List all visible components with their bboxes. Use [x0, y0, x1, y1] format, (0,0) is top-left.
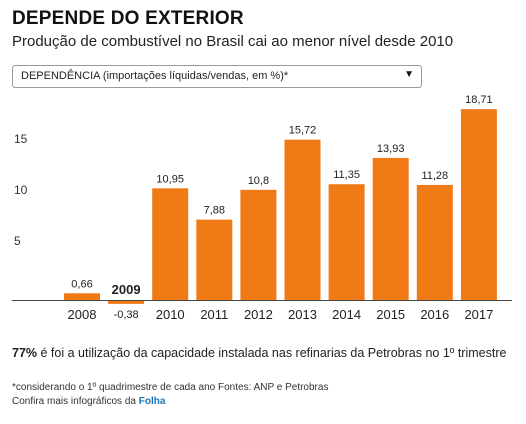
folha-link[interactable]: Folha	[138, 396, 166, 407]
x-tick-label: 2015	[376, 307, 405, 322]
bar	[240, 189, 277, 300]
bar	[460, 109, 497, 301]
x-tick-label: 2012	[244, 307, 273, 322]
bar	[152, 188, 189, 300]
data-label: 0,66	[71, 278, 92, 290]
data-label: 13,93	[377, 143, 405, 155]
bar	[328, 184, 365, 300]
footnote-highlight: 77% é foi a utilização da capacidade ins…	[12, 346, 506, 360]
x-tick-label: 2014	[332, 307, 361, 322]
dropdown-selected-label: DEPENDÊNCIA (importações líquidas/vendas…	[21, 70, 289, 82]
bar	[196, 219, 233, 300]
bar	[372, 157, 409, 300]
bar	[284, 139, 321, 300]
source-note: *considerando o 1º quadrimestre de cada …	[12, 382, 329, 393]
x-tick-label: 2016	[420, 307, 449, 322]
page-subtitle: Produção de combustível no Brasil cai ao…	[12, 33, 454, 50]
data-label: 11,35	[333, 169, 360, 181]
bar	[64, 293, 100, 300]
data-label: 11,28	[421, 170, 448, 182]
note-text: é foi a utilização da capacidade instala…	[37, 346, 507, 360]
y-tick-label: 15	[14, 132, 28, 146]
x-tick-label: 2009	[112, 282, 141, 297]
x-tick-label: 2013	[288, 307, 317, 322]
y-tick-label: 5	[14, 234, 21, 248]
data-label: 10,8	[248, 175, 269, 187]
data-label: 7,88	[204, 205, 225, 217]
footer: *considerando o 1º quadrimestre de cada …	[12, 381, 328, 409]
data-label: -0,38	[114, 309, 139, 321]
data-label: 18,71	[465, 94, 493, 106]
note-highlight-value: 77%	[12, 346, 38, 360]
bar	[108, 300, 145, 304]
x-tick-label: 2017	[464, 307, 493, 322]
more-infographics: Confira mais infográficos da Folha	[12, 395, 328, 409]
x-tick-label: 2008	[68, 307, 97, 322]
data-label: 15,72	[289, 125, 317, 137]
indicator-dropdown[interactable]: DEPENDÊNCIA (importações líquidas/vendas…	[12, 65, 422, 88]
x-tick-label: 2011	[200, 307, 228, 322]
data-label: 10,95	[156, 173, 184, 185]
page-title: DEPENDE DO EXTERIOR	[12, 8, 244, 29]
caret-down-icon: ▼	[404, 69, 414, 80]
more-prefix: Confira mais infográficos da	[12, 396, 139, 407]
bar-chart: 5 10 15 2008 0,66 2009 -0,38 2010 10,95 2011 7,88 2…	[12, 94, 512, 322]
bar	[416, 184, 453, 300]
y-tick-label: 10	[14, 183, 28, 197]
x-tick-label: 2010	[156, 307, 185, 322]
